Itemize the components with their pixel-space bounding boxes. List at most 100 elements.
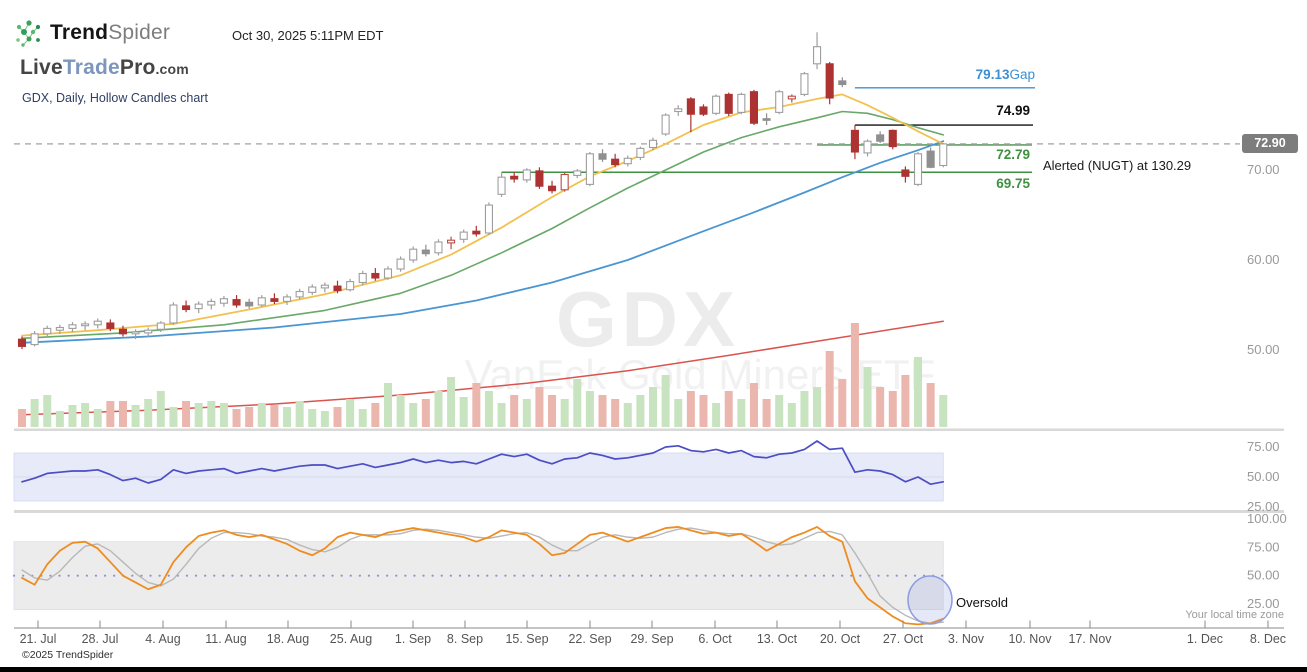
volume-bar <box>926 383 935 427</box>
candle[interactable] <box>358 272 367 284</box>
candle[interactable] <box>55 326 64 331</box>
volume-bar <box>775 395 784 427</box>
candle[interactable] <box>939 143 948 167</box>
candle[interactable] <box>573 170 582 176</box>
candle[interactable] <box>497 176 506 195</box>
trendspider-logo-icon <box>16 20 41 47</box>
candle[interactable] <box>749 91 759 124</box>
candle[interactable] <box>245 301 254 307</box>
volume-bar <box>434 391 443 427</box>
candle[interactable] <box>611 158 620 166</box>
volume-bar <box>144 399 153 427</box>
volume-bar <box>421 399 430 427</box>
date-tick-label: 13. Oct <box>757 632 798 646</box>
volume-bar <box>674 399 683 427</box>
candle[interactable] <box>522 169 531 181</box>
candle[interactable] <box>43 327 52 335</box>
candle[interactable] <box>232 299 241 306</box>
candle[interactable] <box>636 147 645 158</box>
candle[interactable] <box>434 241 443 254</box>
candle[interactable] <box>724 93 733 114</box>
candle[interactable] <box>131 331 140 335</box>
candle[interactable] <box>661 114 670 135</box>
candle[interactable] <box>585 153 594 185</box>
candle[interactable] <box>346 281 355 291</box>
candle[interactable] <box>472 230 481 235</box>
timezone-note[interactable]: Your local time zone <box>1185 609 1284 621</box>
volume-bar <box>573 379 582 427</box>
candle[interactable] <box>888 129 897 148</box>
candle[interactable] <box>169 304 178 324</box>
volume-bar <box>383 383 392 427</box>
candle[interactable] <box>876 134 885 142</box>
candle[interactable] <box>901 169 910 177</box>
candle[interactable] <box>863 140 872 154</box>
candle[interactable] <box>850 129 859 153</box>
candle[interactable] <box>396 258 405 270</box>
candle[interactable] <box>913 153 923 185</box>
candle[interactable] <box>813 46 822 65</box>
candle[interactable] <box>371 272 380 279</box>
volume-bar <box>939 395 948 427</box>
candle[interactable] <box>712 95 721 114</box>
candle[interactable] <box>535 170 544 187</box>
volume-bar <box>346 399 355 427</box>
candle[interactable] <box>699 106 708 115</box>
candle[interactable] <box>156 322 165 330</box>
candle[interactable] <box>674 108 683 113</box>
volume-bar <box>232 409 241 427</box>
candle[interactable] <box>762 118 771 121</box>
candle[interactable] <box>257 297 266 306</box>
candle[interactable] <box>320 284 329 289</box>
candle[interactable] <box>68 324 77 329</box>
candle[interactable] <box>598 153 607 160</box>
candle[interactable] <box>686 98 695 115</box>
candle[interactable] <box>648 139 658 149</box>
candle[interactable] <box>547 185 557 192</box>
candle[interactable] <box>838 80 847 86</box>
candle[interactable] <box>560 173 569 191</box>
candle[interactable] <box>118 328 128 335</box>
candle[interactable] <box>510 175 519 180</box>
candle[interactable] <box>17 338 27 347</box>
candle[interactable] <box>409 248 418 261</box>
candle[interactable] <box>333 285 342 292</box>
candle[interactable] <box>421 249 430 255</box>
subbrand-live: Live <box>20 56 63 79</box>
candle[interactable] <box>825 63 834 99</box>
volume-bar <box>510 395 519 427</box>
candle[interactable] <box>775 91 784 113</box>
volume-bar <box>194 403 203 427</box>
candle[interactable] <box>207 300 216 306</box>
candle[interactable] <box>383 268 393 279</box>
candle[interactable] <box>737 93 746 113</box>
candle[interactable] <box>106 322 115 329</box>
candle[interactable] <box>295 290 304 298</box>
candle[interactable] <box>282 296 292 302</box>
candle[interactable] <box>447 239 456 244</box>
candle[interactable] <box>308 286 317 293</box>
volume-bar <box>283 407 292 427</box>
chart-timestamp: Oct 30, 2025 5:11PM EDT <box>232 28 384 43</box>
volume-bar <box>118 401 127 427</box>
candle[interactable] <box>219 298 228 304</box>
volume-bar <box>371 403 380 427</box>
candle[interactable] <box>787 95 796 100</box>
volume-bar <box>308 409 317 427</box>
candle[interactable] <box>926 150 935 168</box>
candle[interactable] <box>270 298 279 302</box>
candle[interactable] <box>144 329 153 334</box>
volume-bar <box>585 391 594 427</box>
candle[interactable] <box>182 305 191 311</box>
date-tick-label: 29. Sep <box>630 632 673 646</box>
candle[interactable] <box>484 204 493 234</box>
candle[interactable] <box>623 157 632 165</box>
candle[interactable] <box>30 333 39 346</box>
candle[interactable] <box>194 303 203 310</box>
candle[interactable] <box>81 323 90 327</box>
candle[interactable] <box>459 231 468 240</box>
candle[interactable] <box>800 73 809 95</box>
candle[interactable] <box>93 320 102 326</box>
